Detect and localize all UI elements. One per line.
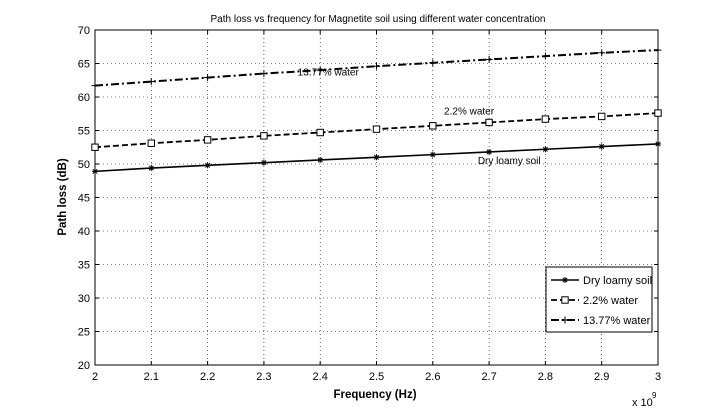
x-tick-label: 2 xyxy=(92,371,98,383)
y-tick-label: 20 xyxy=(78,360,90,372)
data-point xyxy=(147,78,155,86)
data-point xyxy=(654,109,662,117)
data-point xyxy=(260,70,268,78)
series-line-3 xyxy=(94,49,659,87)
data-point xyxy=(316,66,324,74)
series-annotation: Dry loamy soil xyxy=(478,156,541,167)
data-point xyxy=(373,154,380,161)
x-multiplier: x 10 9 xyxy=(632,391,657,409)
x-tick-label: 2.2 xyxy=(200,371,215,383)
data-point xyxy=(598,112,606,121)
y-axis-label: Path loss (dB) xyxy=(57,158,69,235)
data-point xyxy=(598,143,605,150)
data-point xyxy=(429,122,437,130)
x-tick-label: 2.1 xyxy=(144,371,159,383)
x-tick-label: 2.9 xyxy=(594,371,609,383)
y-tick-label: 50 xyxy=(78,159,90,171)
data-point xyxy=(317,156,324,163)
data-point xyxy=(486,148,493,155)
series-3 xyxy=(91,46,662,90)
legend-label: 13.77% water xyxy=(583,315,651,327)
data-point xyxy=(598,49,606,57)
data-point xyxy=(204,74,212,82)
annotations: 13.77% water 2.2% water Dry loamy soil xyxy=(298,68,541,167)
data-point xyxy=(372,125,381,133)
y-tick-label: 25 xyxy=(78,327,90,339)
series-layer xyxy=(91,46,662,175)
data-point xyxy=(92,168,98,175)
y-tick-label: 45 xyxy=(78,193,90,205)
x-tick-label: 3 xyxy=(655,371,661,383)
data-point xyxy=(260,159,267,166)
data-point xyxy=(429,59,437,67)
legend-item: 2.2% water xyxy=(551,295,638,307)
data-point xyxy=(148,165,155,172)
y-tick-label: 70 xyxy=(78,25,90,37)
legend: Dry loamy soil 2.2% water 13.77% water xyxy=(545,266,653,333)
chart-title: Path loss vs frequency for Magnetite soi… xyxy=(211,14,546,25)
data-point xyxy=(203,136,212,144)
x-multiplier-base: x 10 xyxy=(632,397,653,409)
data-point xyxy=(541,115,550,123)
series-1 xyxy=(92,140,661,175)
x-axis-label: Frequency (Hz) xyxy=(333,389,416,401)
data-point xyxy=(654,46,662,54)
y-tick-label: 60 xyxy=(78,92,90,104)
data-point xyxy=(316,128,324,137)
series-annotation: 2.2% water xyxy=(444,106,495,117)
legend-label: Dry loamy soil xyxy=(583,275,652,287)
legend-label: 2.2% water xyxy=(583,295,638,307)
series-annotation: 13.77% water xyxy=(298,68,360,79)
x-tick-label: 2.8 xyxy=(538,371,553,383)
axis-ticks: 2 2.1 2.2 2.3 2.4 2.5 2.6 2.7 2.8 2.9 3 20 25 30 35 40 4… xyxy=(78,25,661,383)
data-point xyxy=(204,162,211,169)
x-multiplier-exponent: 9 xyxy=(652,391,657,400)
x-tick-label: 2.7 xyxy=(481,371,496,383)
y-tick-label: 40 xyxy=(78,226,90,238)
legend-item: Dry loamy soil xyxy=(551,275,652,287)
series-2 xyxy=(91,109,662,151)
data-point xyxy=(91,82,99,90)
data-point xyxy=(373,62,380,70)
data-point xyxy=(485,55,493,63)
data-point xyxy=(147,139,156,147)
x-tick-label: 2.6 xyxy=(425,371,440,383)
y-tick-label: 65 xyxy=(78,59,90,71)
legend-marker xyxy=(561,296,569,304)
x-tick-label: 2.4 xyxy=(313,371,328,383)
x-tick-label: 2.3 xyxy=(256,371,271,383)
data-point xyxy=(541,52,549,60)
x-tick-label: 2.5 xyxy=(369,371,384,383)
y-tick-label: 30 xyxy=(78,293,90,305)
data-point xyxy=(91,143,99,151)
data-point xyxy=(429,151,436,158)
y-tick-label: 35 xyxy=(78,260,90,272)
data-point xyxy=(542,146,549,153)
data-point xyxy=(655,140,661,147)
legend-marker xyxy=(562,277,568,283)
legend-item: 13.77% water xyxy=(551,315,651,327)
y-tick-label: 55 xyxy=(78,126,90,138)
data-point xyxy=(260,132,268,140)
data-point xyxy=(485,118,493,127)
legend-marker xyxy=(561,316,569,324)
